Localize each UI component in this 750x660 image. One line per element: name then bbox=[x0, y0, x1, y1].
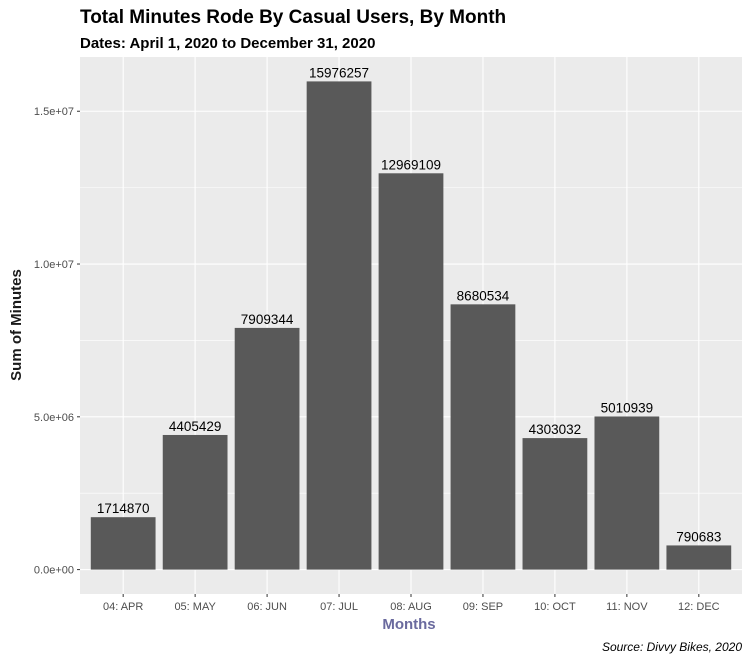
bars bbox=[90, 81, 732, 570]
data-label: 15976257 bbox=[309, 65, 369, 80]
data-label: 12969109 bbox=[381, 157, 441, 172]
data-label: 790683 bbox=[676, 529, 721, 544]
bar bbox=[90, 517, 156, 570]
x-tick-label: 05: MAY bbox=[174, 601, 216, 613]
x-tick-label: 09: SEP bbox=[463, 601, 503, 613]
y-axis: 0.0e+00 5.0e+06 1.0e+07 1.5e+07 bbox=[34, 106, 80, 577]
bar bbox=[378, 173, 444, 570]
chart-subtitle: Dates: April 1, 2020 to December 31, 202… bbox=[80, 35, 375, 52]
y-tick-label: 0.0e+00 bbox=[34, 565, 74, 577]
x-tick-label: 04: APR bbox=[103, 601, 143, 613]
x-tick-label: 07: JUL bbox=[320, 601, 358, 613]
x-tick-label: 11: NOV bbox=[606, 601, 648, 613]
chart-title: Total Minutes Rode By Casual Users, By M… bbox=[80, 7, 506, 28]
data-labels: 1714870 4405429 7909344 15976257 12969109 868… bbox=[97, 65, 721, 544]
data-label: 8680534 bbox=[457, 288, 510, 303]
data-label: 5010939 bbox=[601, 400, 654, 415]
bar bbox=[234, 327, 300, 570]
y-tick-label: 1.5e+07 bbox=[34, 106, 74, 118]
x-tick-label: 12: DEC bbox=[678, 601, 720, 613]
x-tick-label: 10: OCT bbox=[534, 601, 576, 613]
bar bbox=[594, 416, 660, 570]
y-tick-label: 1.0e+07 bbox=[34, 259, 74, 271]
source-caption: Source: Divvy Bikes, 2020 bbox=[602, 640, 742, 654]
bar bbox=[666, 545, 732, 570]
x-tick-label: 06: JUN bbox=[247, 601, 287, 613]
bar bbox=[306, 81, 372, 570]
data-label: 4405429 bbox=[169, 419, 222, 434]
y-axis-title: Sum of Minutes bbox=[8, 269, 25, 381]
x-axis-title: Months bbox=[382, 616, 435, 633]
y-tick-label: 5.0e+06 bbox=[34, 412, 74, 424]
x-axis: 04: APR 05: MAY 06: JUN 07: JUL 08: AUG 09: S… bbox=[103, 594, 720, 613]
data-label: 4303032 bbox=[529, 422, 582, 437]
bar bbox=[162, 434, 228, 570]
bar bbox=[450, 304, 516, 570]
data-label: 1714870 bbox=[97, 501, 150, 516]
data-label: 7909344 bbox=[241, 312, 294, 327]
bar bbox=[522, 438, 588, 570]
x-tick-label: 08: AUG bbox=[390, 601, 432, 613]
